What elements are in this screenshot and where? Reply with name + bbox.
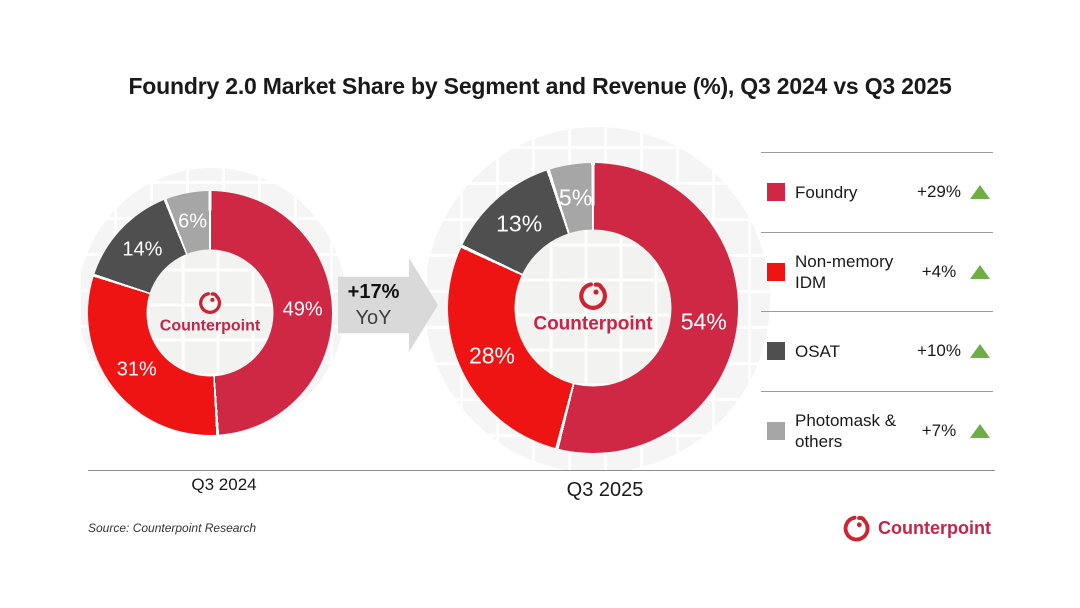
triangle-up-icon bbox=[967, 423, 993, 438]
legend-label: Photomask & others bbox=[795, 410, 897, 451]
donut-hole: Counterpoint bbox=[514, 229, 672, 387]
legend-row-foundry: Foundry +29% bbox=[761, 152, 993, 232]
yoy-growth-arrow: +17% YoY bbox=[338, 258, 438, 352]
yoy-growth-value: +17% bbox=[347, 281, 400, 303]
legend-change: +7% bbox=[921, 420, 957, 440]
axis-label-q3-2024: Q3 2024 bbox=[191, 475, 257, 494]
axis-label-q3-2025: Q3 2025 bbox=[566, 479, 644, 501]
counterpoint-wordmark: Counterpoint bbox=[878, 518, 991, 538]
triangle-up-icon bbox=[967, 344, 993, 359]
donut-chart-q3-2025: Counterpoint 54% 28% 13% 5% bbox=[448, 163, 738, 453]
legend-swatch-photomask-others bbox=[767, 421, 785, 440]
legend-label: Foundry bbox=[795, 182, 858, 202]
legend-row-photomask-others: Photomask & others +7% bbox=[761, 390, 993, 471]
legend-swatch-osat bbox=[767, 342, 785, 361]
donut-hole: Counterpoint bbox=[146, 249, 274, 377]
triangle-up-icon bbox=[967, 264, 993, 279]
yoy-growth-arrow-text: +17% YoY bbox=[338, 258, 409, 352]
chart-title: Foundry 2.0 Market Share by Segment and … bbox=[128, 73, 952, 99]
legend-label: OSAT bbox=[795, 341, 841, 361]
legend-change: +29% bbox=[917, 182, 961, 202]
legend-change: +10% bbox=[917, 341, 961, 361]
legend: Foundry +29% Non-memory IDM +4% OSAT +10… bbox=[761, 152, 993, 470]
counterpoint-swirl-icon bbox=[579, 281, 607, 310]
counterpoint-swirl-icon bbox=[199, 291, 222, 314]
donut-chart-q3-2024: Counterpoint 49% 31% 14% 6% bbox=[88, 191, 332, 435]
legend-row-non-memory-idm: Non-memory IDM +4% bbox=[761, 231, 993, 312]
legend-label: Non-memory IDM bbox=[795, 251, 894, 292]
counterpoint-brand-logo: Counterpoint bbox=[843, 515, 991, 542]
legend-row-osat: OSAT +10% bbox=[761, 311, 993, 391]
counterpoint-swirl-icon bbox=[843, 515, 870, 542]
counterpoint-wordmark: Counterpoint bbox=[533, 313, 653, 334]
legend-swatch-foundry bbox=[767, 183, 785, 202]
counterpoint-wordmark: Counterpoint bbox=[159, 317, 261, 334]
legend-change: +4% bbox=[921, 261, 957, 281]
triangle-up-icon bbox=[967, 185, 993, 200]
yoy-growth-label: YoY bbox=[355, 307, 392, 329]
source-note: Source: Counterpoint Research bbox=[88, 521, 257, 535]
legend-swatch-non-memory-idm bbox=[767, 262, 785, 281]
axis-baseline bbox=[88, 470, 995, 471]
